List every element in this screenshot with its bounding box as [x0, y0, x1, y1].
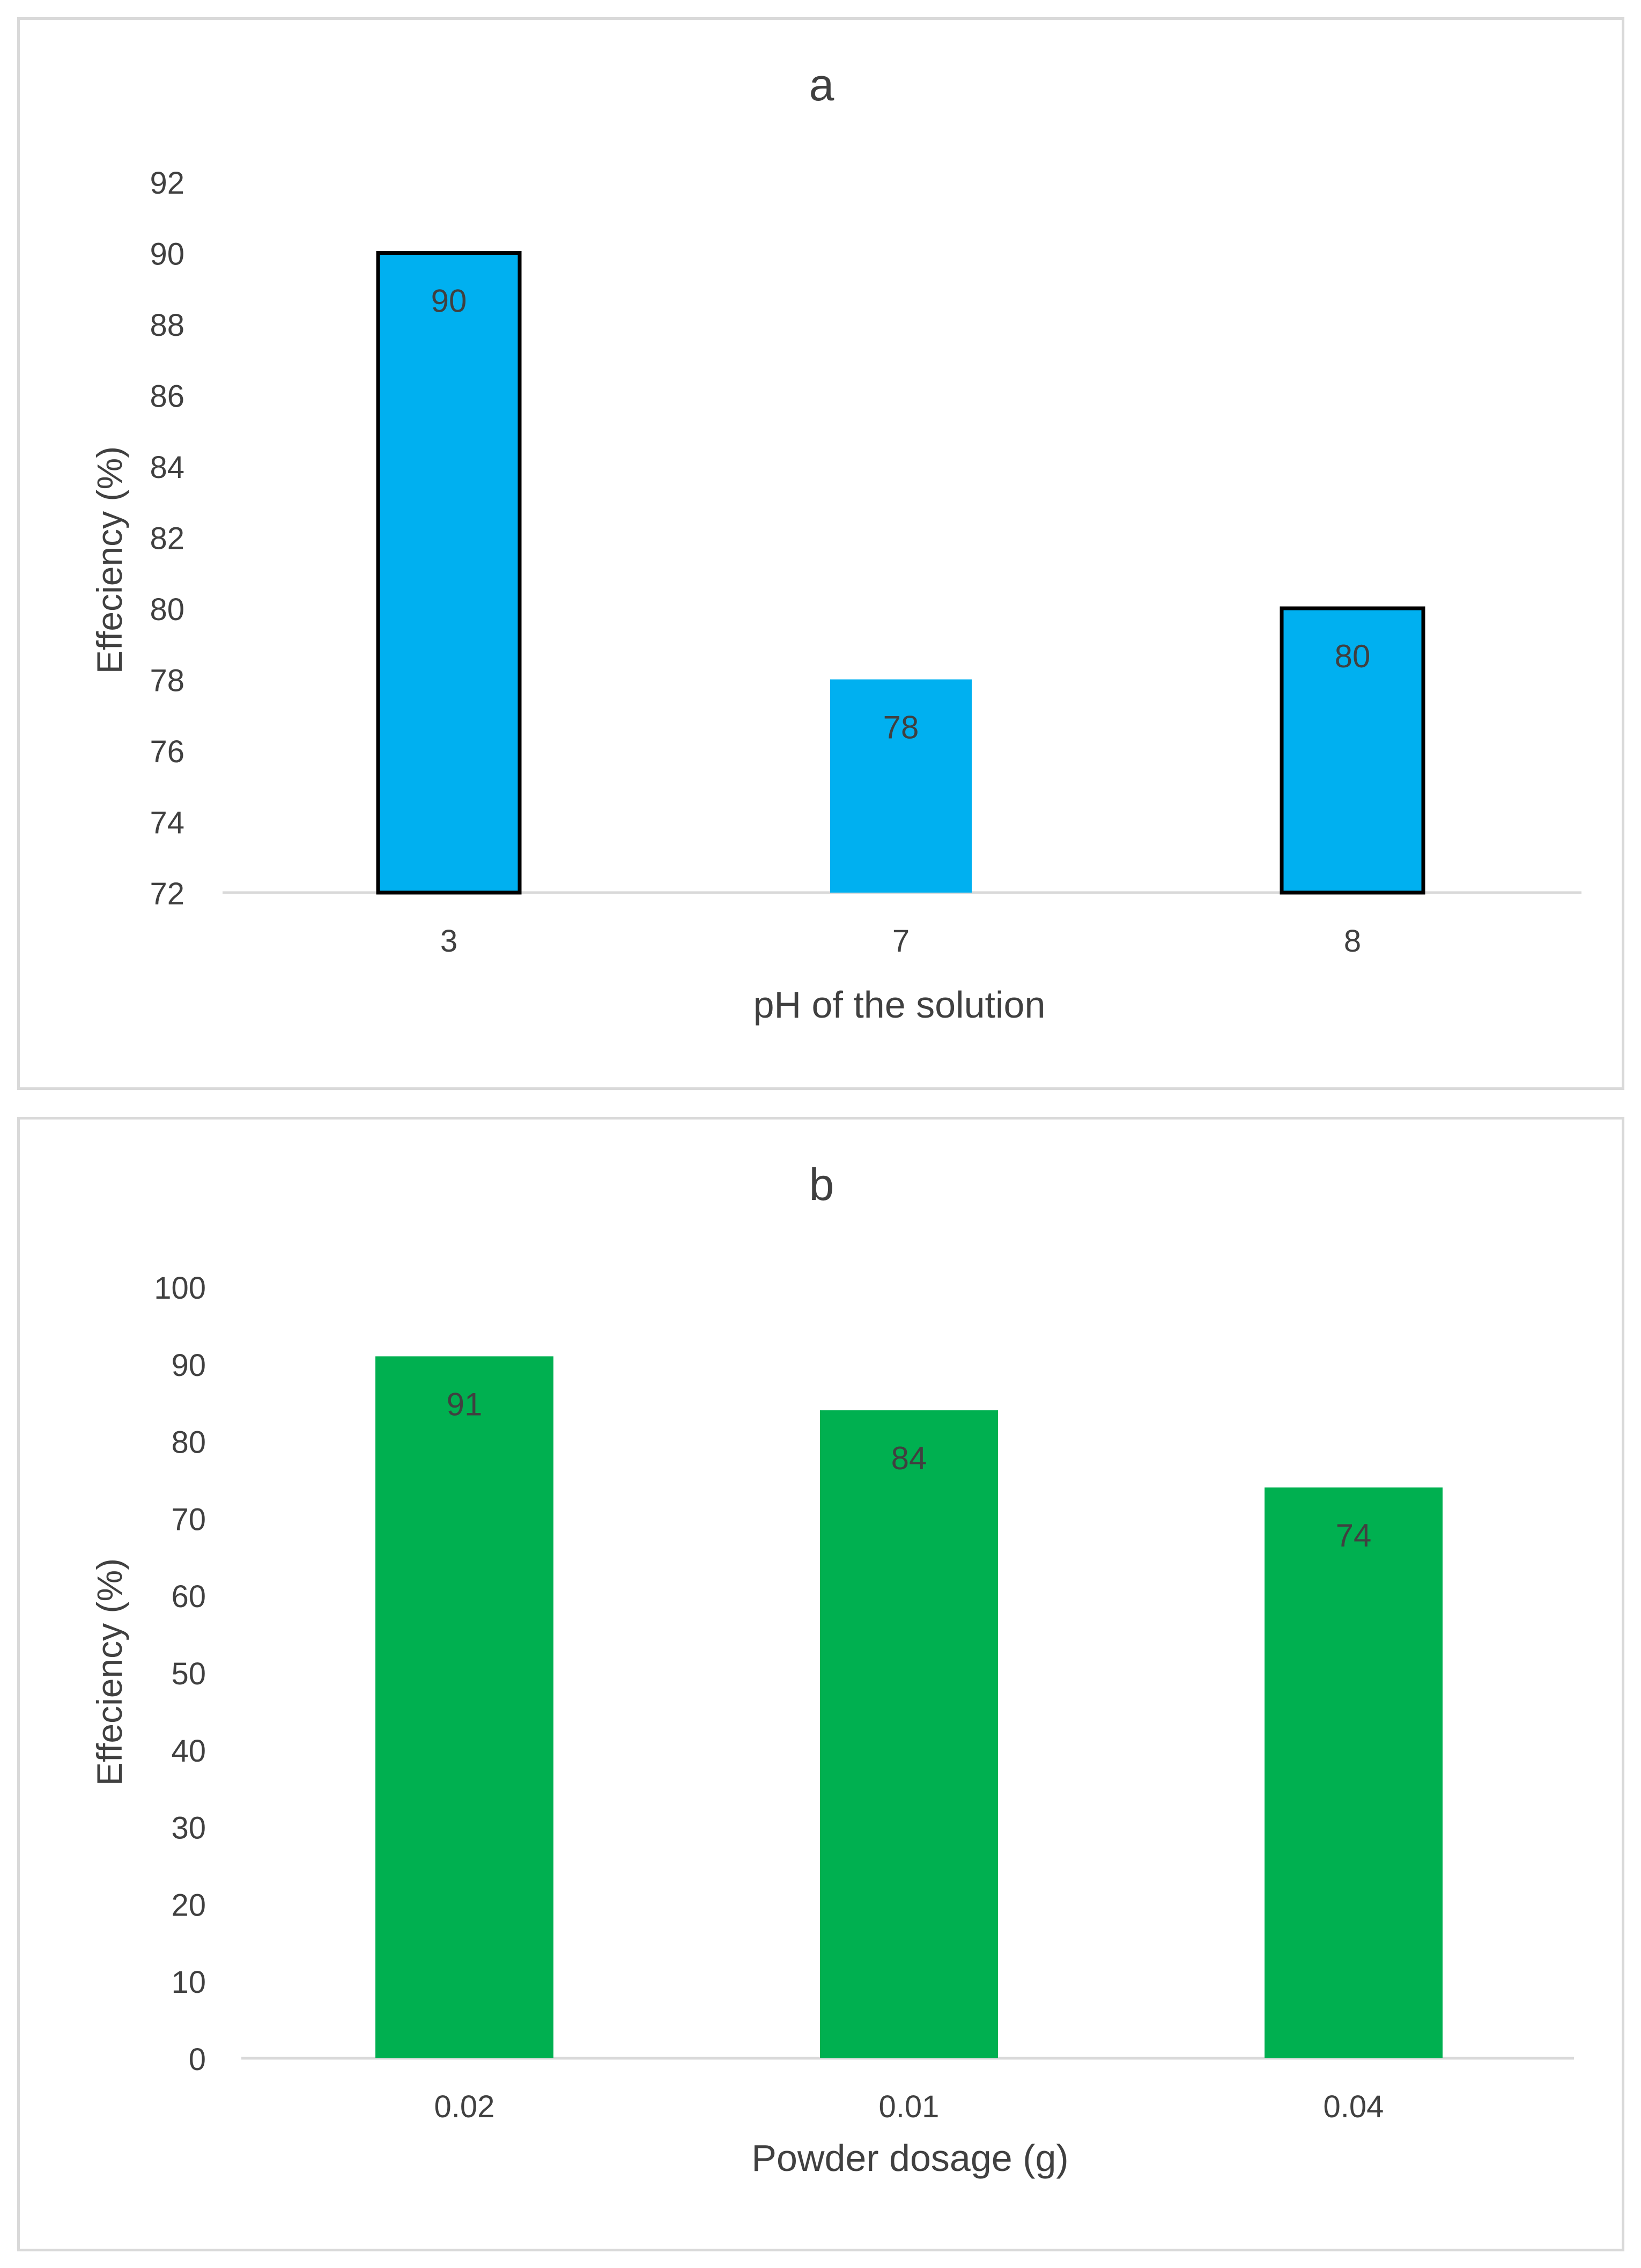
- data-label: 91: [447, 1386, 483, 1422]
- data-label: 74: [1336, 1518, 1372, 1553]
- bar-0.04: [1265, 1487, 1443, 2058]
- data-label: 90: [431, 283, 467, 319]
- y-tick-label: 80: [171, 1425, 206, 1460]
- chart-b: b Effeciency (%) Powder dosage (g) 0 10 20…: [90, 1159, 1574, 2179]
- y-tick-label: 76: [150, 734, 184, 769]
- data-label: 84: [891, 1440, 927, 1476]
- chart-panel-a: a Effeciency (%) pH of the solution 72 74…: [17, 17, 1624, 1090]
- chart-a-xlabel: pH of the solution: [753, 984, 1046, 1026]
- chart-b-title: b: [809, 1159, 834, 1210]
- data-label: 78: [883, 710, 919, 746]
- y-tick-label: 0: [189, 2042, 206, 2077]
- y-tick-label: 86: [150, 379, 184, 414]
- y-tick-label: 82: [150, 521, 184, 556]
- y-tick-label: 84: [150, 450, 184, 485]
- y-tick-label: 20: [171, 1888, 206, 1923]
- bar-7: [830, 679, 972, 893]
- y-tick-label: 92: [150, 166, 184, 201]
- chart-b-xlabel: Powder dosage (g): [751, 2137, 1068, 2179]
- chart-a: a Effeciency (%) pH of the solution 72 74…: [90, 60, 1581, 1026]
- bar-3: [376, 251, 522, 895]
- x-tick-label: 0.01: [879, 2089, 940, 2124]
- y-tick-label: 90: [150, 237, 184, 272]
- x-tick-label: 0.04: [1324, 2089, 1384, 2124]
- y-tick-label: 74: [150, 806, 184, 841]
- bar-0.02: [375, 1356, 553, 2058]
- chart-b-ylabel: Effeciency (%): [90, 1558, 129, 1786]
- bar-8: [1280, 606, 1425, 895]
- y-tick-label: 50: [171, 1656, 206, 1691]
- x-tick-label: 0.02: [434, 2089, 495, 2124]
- y-tick-label: 78: [150, 664, 184, 698]
- y-tick-label: 100: [154, 1271, 206, 1306]
- data-label: 80: [1335, 638, 1371, 674]
- chart-a-title: a: [809, 60, 834, 110]
- y-tick-label: 40: [171, 1734, 206, 1769]
- y-tick-label: 10: [171, 1965, 206, 2000]
- y-tick-label: 88: [150, 308, 184, 343]
- bar-0.01: [820, 1410, 998, 2058]
- y-tick-label: 60: [171, 1579, 206, 1614]
- chart-b-plot: 0 10 20 30 40 50 60 70 80 90 100 91 0.02 84 0.01 74 0.04: [154, 1271, 1574, 2124]
- y-tick-label: 72: [150, 877, 184, 911]
- x-tick-label: 3: [440, 924, 457, 959]
- chart-a-plot: 72 74 76 78 80 82 84 86 88 90 92 90 3 78 7 80 8: [150, 166, 1581, 959]
- y-tick-label: 30: [171, 1811, 206, 1846]
- y-tick-label: 70: [171, 1502, 206, 1537]
- x-tick-label: 7: [892, 924, 910, 959]
- x-tick-label: 8: [1344, 924, 1361, 959]
- chart-a-ylabel: Effeciency (%): [90, 446, 129, 674]
- y-tick-label: 80: [150, 592, 184, 627]
- chart-panel-b: b Effeciency (%) Powder dosage (g) 0 10 20…: [17, 1117, 1624, 2251]
- y-tick-label: 90: [171, 1348, 206, 1383]
